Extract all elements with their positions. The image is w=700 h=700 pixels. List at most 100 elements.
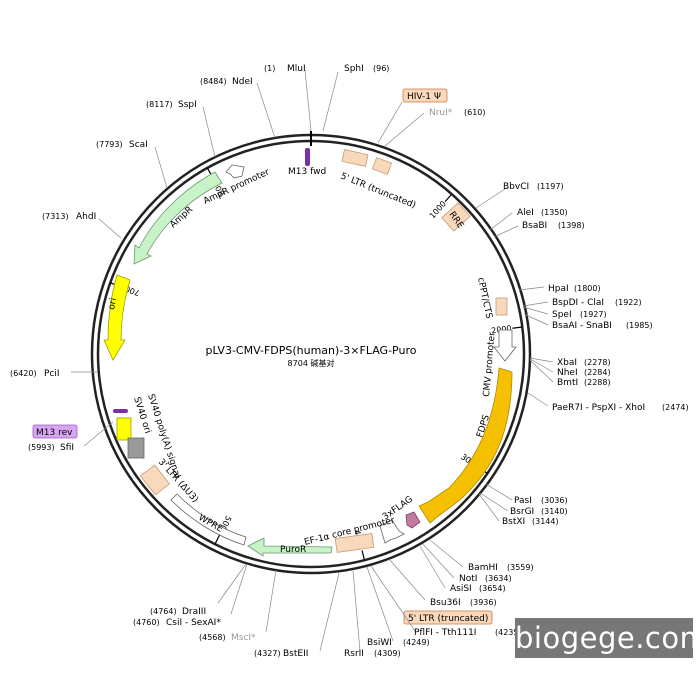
- site-spei-pos: (1927): [580, 310, 607, 319]
- site-rsrii[interactable]: RsrII: [344, 649, 364, 659]
- ampr-promoter-feature[interactable]: [225, 164, 245, 179]
- scale-tick: [512, 326, 523, 329]
- cppt-cts-label: cPPT/CTS: [475, 277, 494, 320]
- site-sphi[interactable]: SphI: [344, 64, 364, 74]
- site-mlui-pos: (1): [264, 64, 275, 73]
- cppt-cts-feature[interactable]: [495, 297, 508, 316]
- site-bsteii[interactable]: BstEII: [283, 649, 308, 659]
- site-nhei-pos: (2284): [584, 368, 611, 377]
- site-noti-pos: (3634): [485, 574, 512, 583]
- 3xflag-feature[interactable]: [405, 511, 421, 529]
- sv40-ori-gray-block: [127, 437, 145, 459]
- ampr-feature[interactable]: [133, 171, 223, 265]
- five-ltr-truncated-badge[interactable]: [403, 610, 493, 625]
- site-sfii[interactable]: SfiI: [60, 443, 74, 453]
- site-draiii[interactable]: DraIII: [182, 607, 206, 617]
- cmv-promoter-feature[interactable]: [493, 329, 517, 362]
- site-bsu36i[interactable]: Bsu36I: [430, 598, 461, 608]
- site-bamhi-pos: (3559): [507, 563, 534, 572]
- site-msci-pos: (4568): [199, 633, 226, 642]
- site-bsu36i-pos: (3936): [470, 598, 497, 607]
- sv40-ori-feature[interactable]: [116, 417, 132, 441]
- puror-label: PuroR: [280, 545, 306, 555]
- site-bamhi[interactable]: BamHI: [468, 563, 498, 573]
- site-bstxi[interactable]: BstXI: [502, 517, 525, 527]
- site-hpai-pos: (1800): [574, 284, 601, 293]
- site-hpai[interactable]: HpaI: [548, 284, 569, 294]
- m13-fwd-label: M13 fwd: [288, 167, 326, 177]
- site-msci[interactable]: MscI*: [231, 633, 256, 643]
- wpre-feature[interactable]: [170, 493, 247, 546]
- scale-tick: [444, 193, 453, 203]
- hiv-psi-label: HIV-1 Ψ: [407, 92, 441, 102]
- site-bsrgi-pos: (3140): [541, 507, 568, 516]
- site-pasi[interactable]: PasI: [514, 496, 532, 506]
- site-bsabi[interactable]: BsaBI: [522, 221, 547, 231]
- site-mlui[interactable]: MluI: [287, 64, 306, 74]
- restriction-sites: (1) MluI SphI (96) NruI* (610) BbvCI (11…: [10, 64, 689, 659]
- site-nrui[interactable]: NruI*: [429, 108, 453, 118]
- site-nhei[interactable]: NheI: [557, 368, 578, 378]
- site-bsrgi[interactable]: BsrGI: [510, 507, 534, 517]
- site-alei-pos: (1350): [541, 208, 568, 217]
- site-sspi[interactable]: SspI: [178, 100, 197, 110]
- site-scai[interactable]: ScaI: [129, 140, 148, 150]
- rre-feature[interactable]: [441, 202, 471, 232]
- site-paer7i-pspxi-xhoi-pos: (2474): [662, 403, 689, 412]
- site-pflfi-tth111i-pos: (4235): [495, 628, 522, 637]
- ori-label: ori: [107, 297, 119, 310]
- site-csii-sexai[interactable]: CsiI - SexAI*: [166, 618, 221, 628]
- site-pcii[interactable]: PciI: [44, 369, 60, 379]
- site-pcii-pos: (6420): [10, 369, 37, 378]
- site-rsrii-pos: (4309): [374, 649, 401, 658]
- site-ndei-pos: (8484): [200, 77, 227, 86]
- m13-rev-label: M13 rev: [36, 428, 73, 438]
- site-bsiwi-pos: (4249): [403, 638, 430, 647]
- site-bsabi-pos: (1398): [558, 221, 585, 230]
- five-ltr-feature[interactable]: [341, 149, 369, 167]
- site-bsaai-snabi[interactable]: BsaAI - SnaBI: [552, 321, 612, 331]
- site-asisi-pos: (3654): [479, 584, 506, 593]
- site-bspdi-clai[interactable]: BspDI - ClaI: [552, 298, 604, 308]
- site-alei[interactable]: AleI: [517, 208, 534, 218]
- site-ndei[interactable]: NdeI: [232, 77, 253, 87]
- five-ltr-feature-2: [371, 157, 393, 175]
- site-spei[interactable]: SpeI: [552, 310, 572, 320]
- three-ltr-feature[interactable]: [139, 464, 171, 496]
- ef1a-box: [334, 532, 375, 553]
- site-xbai-pos: (2278): [584, 358, 611, 367]
- ori-feature[interactable]: [103, 274, 131, 361]
- site-paer7i-pspxi-xhoi[interactable]: PaeR7I - PspXI - XhoI: [552, 403, 645, 413]
- watermark-logo: biogege.com: [515, 618, 700, 658]
- puror-feature[interactable]: [247, 537, 333, 557]
- plasmid-title: pLV3-CMV-FDPS(human)-3×FLAG-Puro: [206, 344, 417, 357]
- fdps-feature[interactable]: [418, 367, 513, 524]
- m13-fwd-feature[interactable]: [305, 148, 310, 166]
- site-ahdi[interactable]: AhdI: [76, 212, 96, 222]
- site-pflfi-tth111i[interactable]: PflFI - Tth111I: [414, 628, 476, 638]
- site-draiii-pos: (4764): [150, 607, 177, 616]
- site-ahdi-pos: (7313): [42, 212, 69, 221]
- site-xbai[interactable]: XbaI: [557, 358, 577, 368]
- site-sphi-pos: (96): [373, 64, 389, 73]
- site-nrui-pos: (610): [464, 108, 486, 117]
- site-bsiwi[interactable]: BsiWI: [367, 638, 392, 648]
- m13-rev-feature[interactable]: [113, 409, 128, 413]
- wpre-label: WPRE: [197, 513, 225, 535]
- m13-rev-badge[interactable]: [32, 424, 78, 439]
- site-bmti[interactable]: BmtI: [557, 378, 578, 388]
- site-csii-sexai-pos: (4760): [133, 618, 160, 627]
- hiv-psi-badge[interactable]: [402, 88, 448, 103]
- scale-tick: [214, 534, 221, 545]
- site-bstxi-pos: (3144): [532, 517, 559, 526]
- ef1a-promoter-feature[interactable]: [379, 519, 405, 544]
- site-bspdi-clai-pos: (1922): [615, 298, 642, 307]
- five-ltr-truncated-badge-label: 5' LTR (truncated): [408, 614, 488, 624]
- site-asisi[interactable]: AsiSI: [450, 584, 472, 594]
- feature-annotations: M13 fwd 5' LTR (truncated) HIV-1 Ψ RRE c…: [32, 88, 517, 557]
- site-bsteii-pos: (4327): [254, 649, 281, 658]
- site-noti[interactable]: NotI: [459, 574, 477, 584]
- site-bbvci[interactable]: BbvCI: [503, 182, 529, 192]
